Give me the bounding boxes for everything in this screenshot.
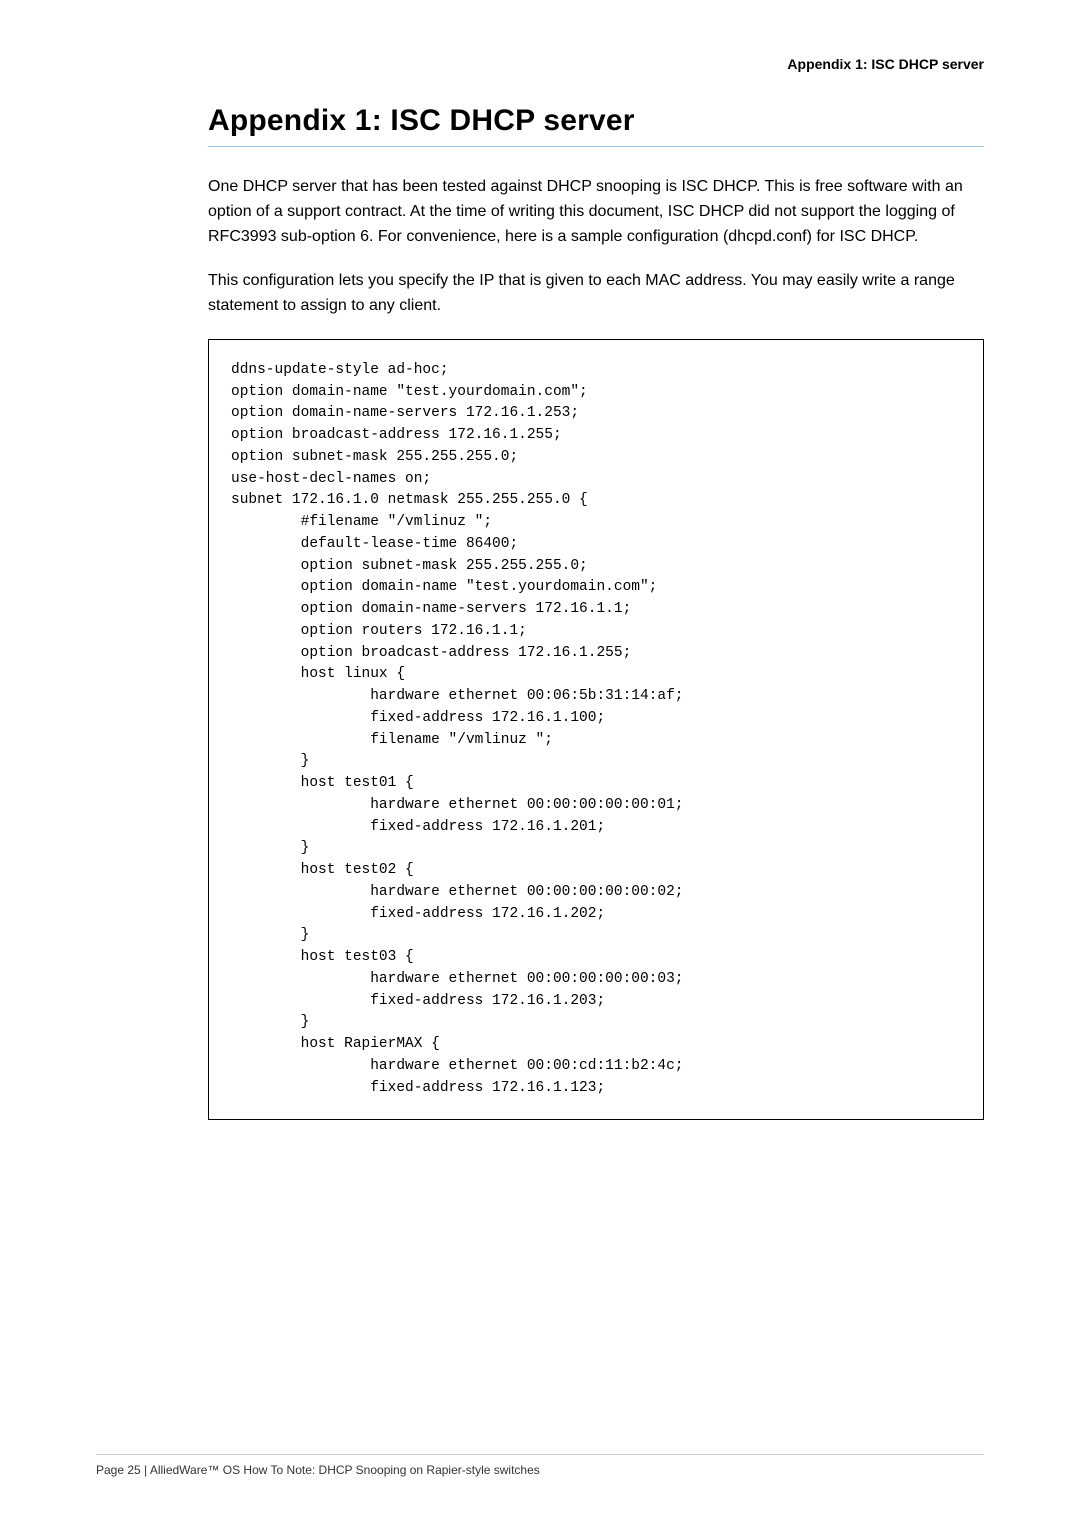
title-underline <box>208 146 984 147</box>
code-block: ddns-update-style ad-hoc; option domain-… <box>208 339 984 1121</box>
running-header: Appendix 1: ISC DHCP server <box>787 56 984 72</box>
footer-text: Page 25 | AlliedWare™ OS How To Note: DH… <box>96 1463 540 1477</box>
page-title: Appendix 1: ISC DHCP server <box>208 104 984 138</box>
content-area: Appendix 1: ISC DHCP server One DHCP ser… <box>208 104 984 1120</box>
footer-divider <box>96 1454 984 1455</box>
paragraph-2: This configuration lets you specify the … <box>208 269 984 319</box>
paragraph-1: One DHCP server that has been tested aga… <box>208 175 984 249</box>
page: Appendix 1: ISC DHCP server Appendix 1: … <box>0 0 1080 1527</box>
